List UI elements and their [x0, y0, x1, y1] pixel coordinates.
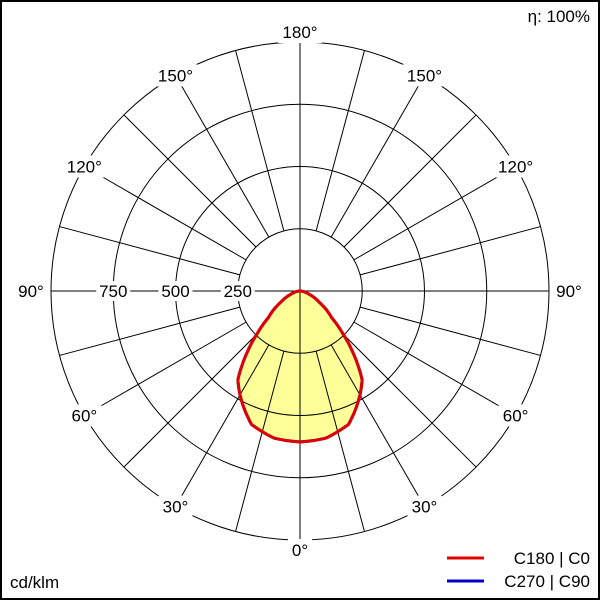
unit-label: cd/klm: [10, 573, 59, 592]
angle-label-bg: [498, 404, 533, 427]
angle-label-bg: [552, 280, 586, 302]
angle-label: 180°: [282, 23, 317, 42]
grid-spoke-165: [315, 50, 365, 232]
grid-spoke-120: [353, 166, 516, 261]
tick-label-bg: [96, 281, 131, 301]
grid-spoke-60: [84, 321, 247, 416]
angle-label-bg: [158, 495, 193, 518]
angle-label: 90°: [18, 282, 44, 301]
grid-spoke-15: [235, 350, 285, 532]
angle-label: 60°: [503, 407, 529, 426]
angle-label-bg: [153, 64, 198, 87]
radial-tick-label: 250: [224, 282, 252, 301]
grid-spoke-165: [235, 50, 285, 232]
grid-spoke-30: [330, 344, 425, 507]
tick-label-bg: [158, 281, 193, 301]
grid-spoke-75: [359, 306, 541, 356]
grid-spoke-105: [359, 226, 541, 276]
angle-label-bg: [402, 64, 447, 87]
grid-spoke-135: [343, 114, 477, 248]
angle-label: 0°: [292, 541, 308, 560]
radial-tick-label: 750: [99, 282, 127, 301]
angle-label: 90°: [556, 282, 582, 301]
grid-spoke-150: [175, 75, 270, 238]
grid-spoke-75: [59, 306, 241, 356]
radial-tick-label: 500: [161, 282, 189, 301]
angle-label-bg: [407, 495, 442, 518]
grid-spoke-150: [330, 75, 425, 238]
grid-spoke-15: [315, 350, 365, 532]
angle-label-bg: [288, 539, 312, 561]
angle-label: 30°: [412, 498, 438, 517]
grid-spoke-60: [353, 321, 516, 416]
angle-label: 150°: [158, 66, 193, 85]
grid-spoke-30: [175, 344, 270, 507]
series-line-1: [236, 289, 364, 444]
angle-label-bg: [278, 21, 322, 43]
angle-label: 120°: [498, 158, 533, 177]
angle-label: 60°: [72, 407, 98, 426]
tick-label-bg: [220, 281, 255, 301]
angle-label: 30°: [163, 498, 189, 517]
grid-spoke-105: [59, 226, 241, 276]
grid-spoke-45: [343, 334, 477, 468]
angle-label: 150°: [407, 66, 442, 85]
grid-spoke-45: [123, 334, 257, 468]
angle-label: 120°: [67, 158, 102, 177]
angle-label-bg: [14, 280, 48, 302]
legend-label: C270 | C90: [504, 572, 590, 591]
angle-label-bg: [62, 155, 107, 178]
efficiency-label: η: 100%: [528, 7, 590, 26]
grid-spoke-120: [84, 166, 247, 261]
grid-spoke-135: [123, 114, 257, 248]
legend-label: C180 | C0: [514, 549, 590, 568]
angle-label-bg: [493, 155, 538, 178]
angle-label-bg: [67, 404, 102, 427]
